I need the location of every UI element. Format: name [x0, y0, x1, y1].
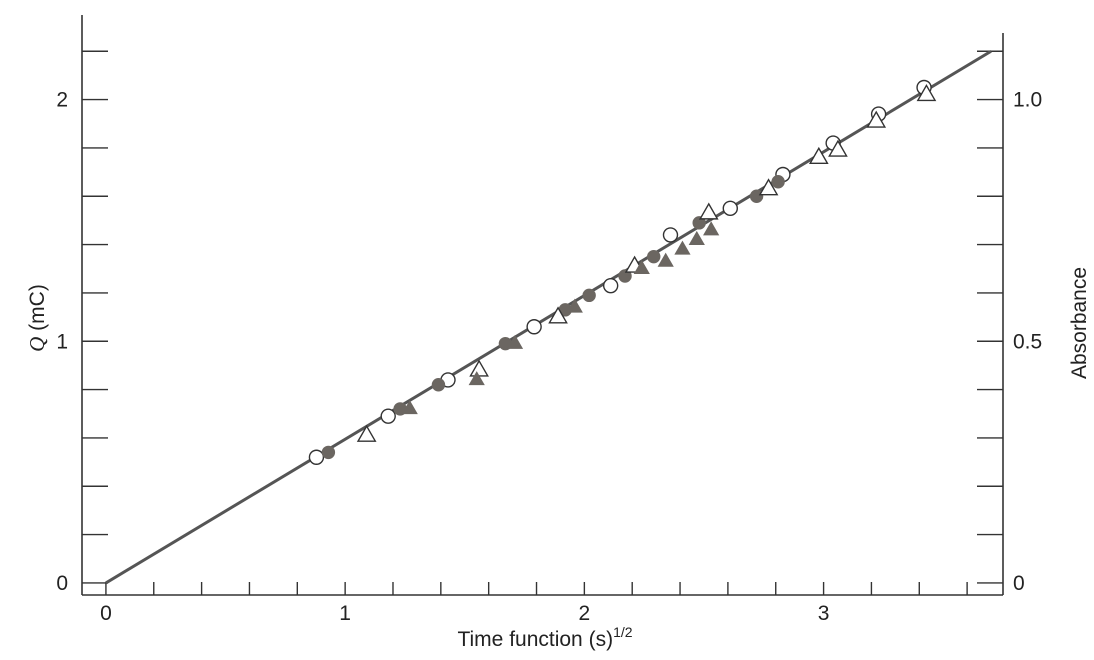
y-left-tick-label: 0: [56, 572, 68, 595]
filled-triangle-point: [703, 221, 720, 236]
ticks: [82, 50, 1003, 595]
filled-triangle-point: [657, 252, 674, 267]
x-tick-label: 3: [818, 602, 830, 625]
filled-circle-point: [749, 189, 764, 203]
fit-line: [105, 49, 992, 585]
filled-circle-point: [582, 288, 596, 303]
axes-frame: [81, 15, 1004, 596]
filled-triangle-point: [468, 371, 485, 386]
filled-triangle-point: [566, 298, 583, 313]
open-triangle-point: [356, 424, 377, 442]
data-points: [308, 79, 937, 465]
x-axis-title: Time function (s)1/2: [457, 624, 632, 651]
filled-circle-point: [321, 445, 336, 460]
open-triangle-point: [698, 202, 719, 220]
y-left-axis-unit: (mC): [26, 284, 49, 336]
filled-circle-point: [647, 249, 661, 264]
x-axis-title-sup: 1/2: [613, 624, 633, 640]
y-right-tick-label: 1.0: [1013, 89, 1042, 112]
open-circle-point: [308, 449, 325, 465]
y-left-tick-label: 1: [56, 330, 68, 353]
x-axis-title-main: Time function (s): [457, 628, 613, 651]
filled-circle-point: [618, 269, 632, 283]
open-circle-point: [722, 200, 738, 217]
filled-triangle-point: [688, 230, 705, 246]
open-circle-point: [602, 277, 619, 294]
open-triangle-point: [866, 110, 887, 128]
filled-triangle-point: [506, 334, 524, 349]
open-triangle-point: [808, 146, 829, 164]
y-right-tick-label: 0.5: [1013, 330, 1042, 353]
x-tick-label: 0: [100, 602, 112, 625]
y-right-tick-label: 0: [1013, 572, 1025, 595]
open-circle-point: [662, 227, 679, 243]
tick-labels: 0 1 2 3 0 1 2 0 0.5 1.0: [56, 89, 1042, 625]
open-triangle-point: [916, 84, 937, 102]
open-triangle-point: [548, 306, 568, 324]
filled-triangle-point: [401, 400, 418, 415]
filled-circle-point: [431, 378, 446, 392]
open-circle-point: [380, 408, 396, 424]
y-left-axis-title: Q (mC): [25, 284, 49, 352]
y-right-axis-title: Absorbance: [1068, 267, 1091, 379]
y-left-tick-label: 2: [56, 89, 68, 112]
y-left-axis-symbol: Q: [25, 337, 49, 352]
filled-triangle-point: [633, 259, 650, 275]
open-triangle-point: [828, 139, 848, 157]
open-triangle-point: [758, 178, 779, 196]
open-circle-point: [526, 319, 542, 335]
x-tick-label: 2: [579, 602, 591, 625]
x-tick-label: 1: [339, 602, 351, 625]
filled-triangle-point: [674, 240, 691, 255]
filled-circle-point: [692, 216, 706, 230]
filled-circle-point: [771, 175, 785, 189]
